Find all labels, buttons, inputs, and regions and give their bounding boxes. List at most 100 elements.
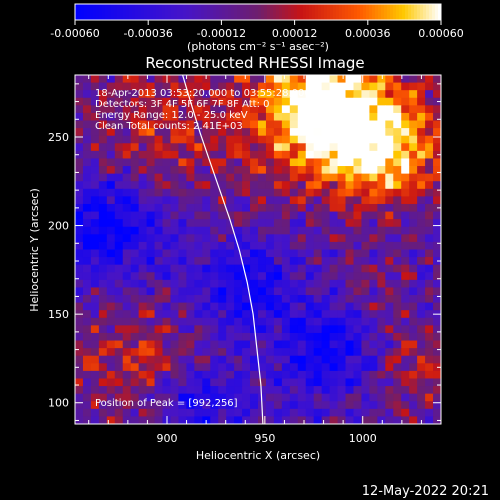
heatmap-cell: [138, 408, 148, 417]
heatmap-cell: [162, 143, 171, 152]
heatmap-cell: [186, 302, 195, 311]
heatmap-cell: [250, 302, 259, 311]
heatmap-cell: [361, 325, 370, 334]
annotation-line: 18-Apr-2013 03:53:20.000 to 03:55:28.000: [95, 88, 311, 99]
heatmap-cell: [281, 226, 291, 235]
heatmap-cell: [218, 401, 227, 410]
heatmap-cell: [82, 97, 92, 106]
heatmap-cell: [273, 181, 283, 190]
heatmap-cell: [98, 226, 108, 235]
heatmap-cell: [289, 75, 299, 84]
heatmap-cell: [138, 135, 148, 144]
heatmap-cell: [321, 75, 331, 84]
heatmap-cell: [202, 317, 211, 326]
heatmap-cell: [305, 75, 315, 84]
heatmap-cell: [122, 310, 132, 319]
heatmap-cell: [162, 393, 171, 402]
heatmap-cell: [202, 234, 211, 243]
heatmap-cell: [353, 112, 362, 122]
heatmap-cell: [265, 325, 275, 334]
heatmap-cell: [154, 310, 164, 319]
heatmap-cell: [393, 188, 402, 197]
heatmap-cell: [162, 120, 171, 129]
colorbar-swatch: [357, 4, 361, 20]
colorbar-swatch: [216, 4, 220, 20]
heatmap-cell: [242, 279, 251, 288]
heatmap-cell: [234, 181, 243, 190]
heatmap-cell: [90, 355, 100, 364]
heatmap-cell: [170, 158, 179, 167]
heatmap-cell: [345, 128, 354, 137]
heatmap-cell: [178, 135, 187, 144]
heatmap-cell: [409, 82, 418, 91]
heatmap-cell: [122, 325, 132, 334]
colorbar-swatch: [336, 4, 340, 20]
heatmap-cell: [186, 226, 195, 235]
heatmap-cell: [122, 416, 132, 425]
heatmap-cell: [202, 97, 211, 106]
heatmap-cell: [194, 181, 203, 190]
heatmap-cell: [90, 408, 100, 417]
heatmap-cell: [154, 363, 164, 372]
heatmap-cell: [289, 393, 299, 402]
heatmap-cell: [321, 393, 331, 402]
heatmap-cell: [170, 416, 179, 425]
heatmap-cell: [265, 97, 275, 106]
heatmap-cell: [170, 90, 179, 99]
heatmap-cell: [114, 332, 124, 342]
heatmap-cell: [82, 310, 92, 319]
heatmap-cell: [154, 348, 164, 357]
heatmap-cell: [202, 325, 211, 334]
heatmap-cell: [162, 226, 171, 235]
heatmap-cell: [329, 219, 339, 228]
heatmap-cell: [353, 97, 362, 106]
heatmap-cell: [409, 249, 418, 258]
heatmap-cell: [98, 234, 108, 243]
heatmap-cell: [226, 234, 235, 243]
colorbar-swatch: [150, 4, 154, 20]
heatmap-cell: [170, 408, 179, 417]
heatmap-cell: [337, 302, 347, 311]
heatmap-cell: [114, 188, 124, 197]
heatmap-cell: [234, 97, 243, 106]
heatmap-cell: [138, 241, 148, 250]
heatmap-cell: [82, 90, 92, 99]
heatmap-cell: [202, 196, 211, 205]
heatmap-cell: [146, 112, 156, 122]
heatmap-cell: [377, 75, 386, 84]
heatmap-cell: [226, 203, 235, 213]
heatmap-cell: [393, 257, 402, 266]
colorbar-swatch: [267, 4, 271, 20]
heatmap-cell: [393, 317, 402, 326]
heatmap-cell: [82, 128, 92, 137]
heatmap-cell: [273, 302, 283, 311]
colorbar: [74, 3, 442, 21]
heatmap-cell: [313, 264, 323, 273]
heatmap-cell: [75, 112, 84, 122]
heatmap-cell: [377, 196, 386, 205]
heatmap-cell: [178, 181, 187, 190]
heatmap-cell: [186, 332, 195, 342]
heatmap-cell: [218, 211, 227, 220]
heatmap-cell: [289, 295, 299, 304]
heatmap-cell: [281, 393, 291, 402]
heatmap-cell: [106, 295, 116, 304]
heatmap-cell: [170, 203, 179, 213]
heatmap-cell: [385, 340, 394, 349]
heatmap-cell: [337, 257, 347, 266]
heatmap-cell: [90, 203, 100, 213]
colorbar-swatch: [123, 4, 127, 20]
colorbar-swatch: [174, 4, 178, 20]
heatmap-cell: [401, 143, 410, 152]
heatmap-cell: [345, 97, 354, 106]
heatmap-cell: [273, 287, 283, 296]
heatmap-cell: [337, 287, 347, 296]
heatmap-cell: [162, 355, 171, 364]
heatmap-cell: [178, 82, 187, 91]
heatmap-cell: [75, 128, 84, 137]
heatmap-cell: [409, 173, 418, 182]
heatmap-cell: [297, 348, 307, 357]
heatmap-cell: [321, 97, 331, 106]
heatmap-cell: [305, 135, 315, 144]
heatmap-cell: [154, 378, 164, 387]
